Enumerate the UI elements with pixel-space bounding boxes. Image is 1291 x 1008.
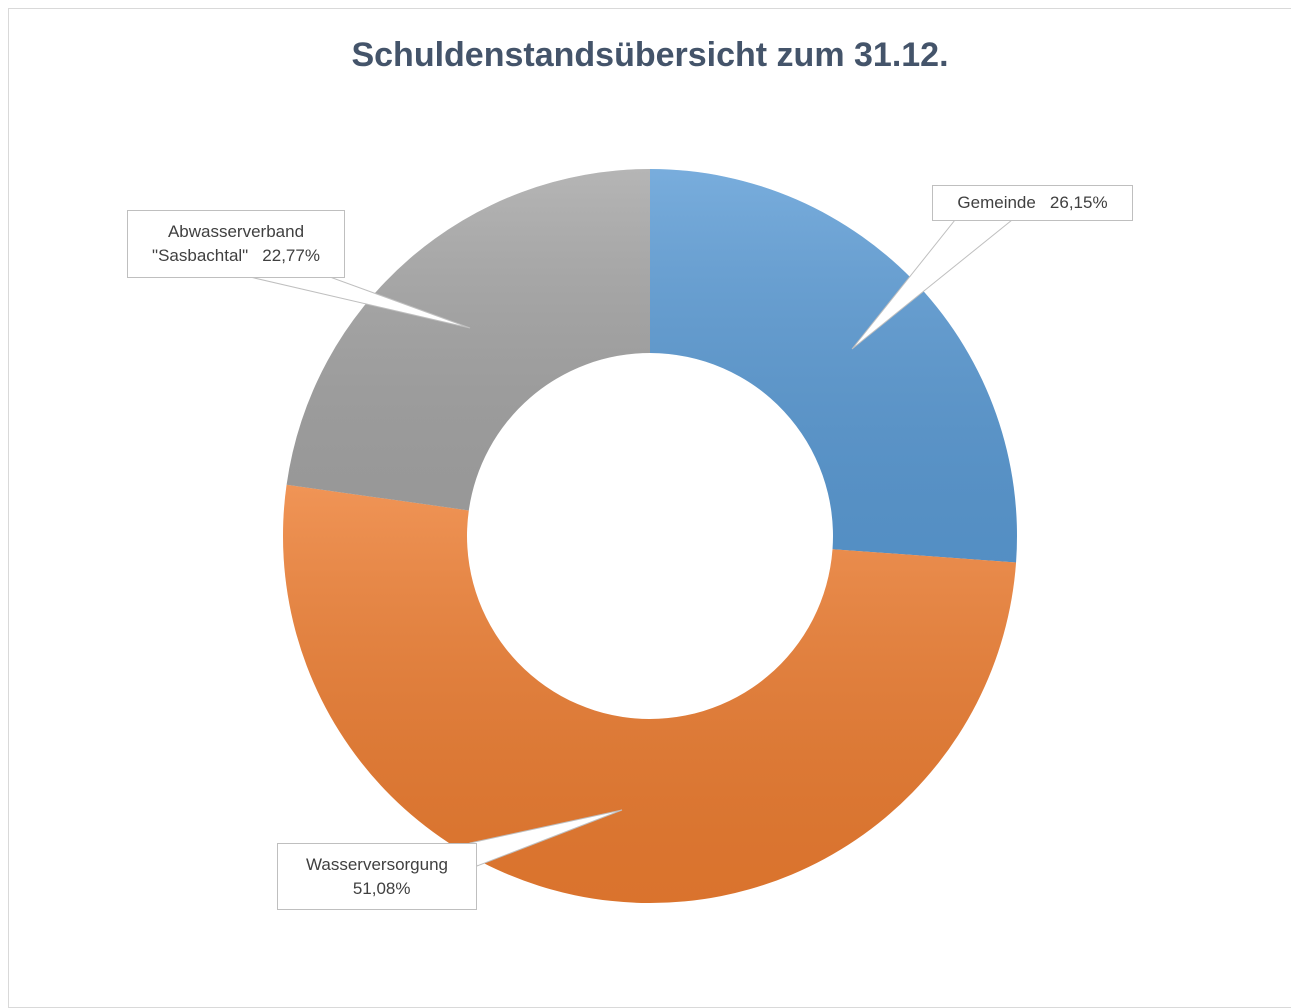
label-text: Abwasserverband "Sasbachtal" 22,77%	[134, 220, 338, 268]
segment-shade	[286, 169, 650, 511]
label-text: Gemeinde 26,15%	[957, 191, 1107, 215]
chart-title: Schuldenstandsübersicht zum 31.12.	[351, 36, 949, 74]
segment-shade	[282, 484, 1017, 904]
value-label: 51,08%	[352, 878, 411, 898]
segment-shade	[650, 169, 1017, 563]
category-name: Abwasserverband "Sasbachtal"	[152, 222, 305, 265]
category-name: Gemeinde	[957, 193, 1036, 212]
data-label: Abwasserverband "Sasbachtal" 22,77%	[127, 210, 345, 278]
label-text: Wasserversorgung 51,08%	[284, 853, 470, 901]
category-name: Wasserversorgung	[305, 854, 449, 874]
data-label: Wasserversorgung 51,08%	[277, 843, 477, 910]
page: {"chart_data": {"type": "pie", "title": …	[8, 8, 1291, 1008]
chart	[249, 169, 1017, 904]
value-label: 26,15%	[1049, 193, 1108, 212]
value-label: 22,77%	[262, 246, 320, 265]
data-label: Gemeinde 26,15%	[932, 185, 1133, 221]
